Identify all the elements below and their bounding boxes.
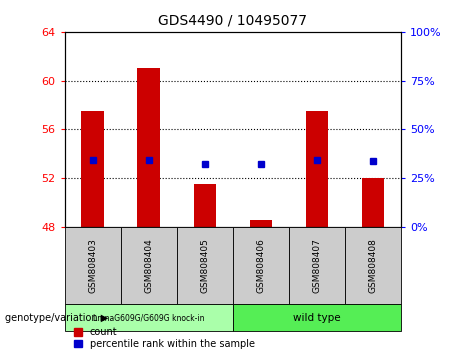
Text: GSM808403: GSM808403	[88, 238, 97, 293]
Title: GDS4490 / 10495077: GDS4490 / 10495077	[158, 14, 307, 28]
Bar	[82, 111, 104, 227]
Text: GSM808405: GSM808405	[200, 238, 209, 293]
Text: GSM808404: GSM808404	[144, 238, 153, 293]
Text: wild type: wild type	[293, 313, 341, 323]
Bar	[137, 68, 160, 227]
Legend: count, percentile rank within the sample: count, percentile rank within the sample	[74, 327, 254, 349]
Bar	[306, 111, 328, 227]
Text: GSM808408: GSM808408	[368, 238, 378, 293]
Bar	[250, 221, 272, 227]
Text: GSM808406: GSM808406	[256, 238, 266, 293]
Bar	[194, 184, 216, 227]
Text: genotype/variation ▶: genotype/variation ▶	[5, 313, 108, 323]
Text: LmnaG609G/G609G knock-in: LmnaG609G/G609G knock-in	[93, 313, 204, 322]
Bar	[362, 178, 384, 227]
Text: GSM808407: GSM808407	[313, 238, 321, 293]
